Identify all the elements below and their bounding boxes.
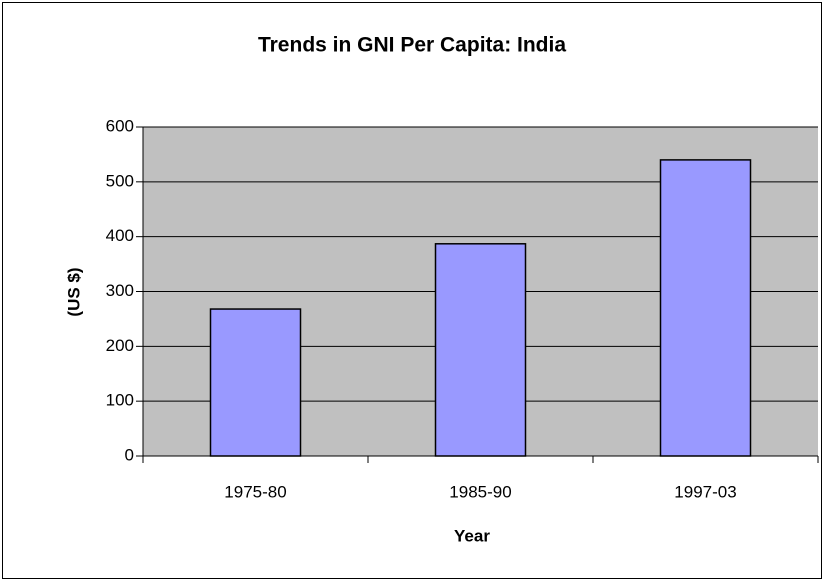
x-tick-label: 1975-80 (224, 482, 286, 501)
y-tick-label: 300 (106, 281, 134, 300)
y-axis-label: (US $) (64, 267, 83, 316)
y-tick-label: 200 (106, 336, 134, 355)
bar (434, 243, 527, 457)
y-tick-label: 0 (125, 445, 134, 464)
x-axis-label: Year (454, 526, 490, 545)
x-tick-label: 1985-90 (449, 482, 511, 501)
bar (659, 159, 752, 457)
y-tick-label: 100 (106, 391, 134, 410)
bar (209, 308, 302, 457)
chart-title: Trends in GNI Per Capita: India (258, 34, 566, 57)
y-tick-label: 500 (106, 171, 134, 190)
y-tick-label: 400 (106, 226, 134, 245)
x-tick-label: 1997-03 (674, 482, 736, 501)
y-tick-label: 600 (106, 116, 134, 135)
